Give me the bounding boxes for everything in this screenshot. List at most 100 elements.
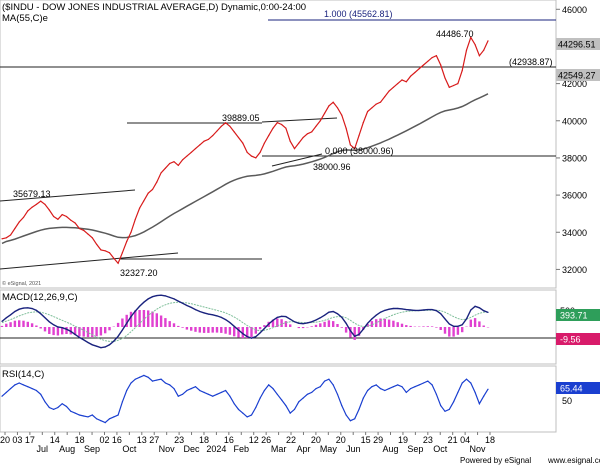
x-tick-label: 20: [336, 435, 346, 445]
rsi-point: [44, 401, 46, 403]
macd-point: [182, 302, 184, 304]
macd-line: [1, 294, 489, 349]
price-point: [410, 75, 412, 77]
price-point: [147, 192, 149, 194]
macd-point: [324, 314, 326, 316]
macd-histogram-bar: [86, 327, 90, 337]
macd-histogram-bar: [73, 327, 77, 336]
macd-histogram-bar: [0, 325, 4, 327]
macd-point: [199, 310, 201, 313]
macd-point: [35, 309, 38, 311]
rsi-point: [139, 376, 141, 378]
price-point: [169, 162, 171, 165]
x-tick-label: Nov: [470, 444, 487, 454]
price-line: [1, 35, 489, 265]
macd-point: [194, 309, 197, 311]
rsi-point: [22, 384, 25, 386]
price-point: [332, 101, 334, 103]
price-point: [362, 122, 364, 124]
rsi-point: [1, 395, 3, 397]
macd-point: [448, 323, 450, 325]
macd-point: [487, 311, 489, 313]
macd-point: [332, 310, 334, 313]
rsi-point: [263, 389, 265, 392]
rsi-point: [164, 382, 166, 384]
rsi-point: [190, 388, 192, 390]
price-point: [40, 200, 42, 202]
macd-histogram-bar: [30, 323, 34, 327]
macd-title: MACD(12,26,9,C): [2, 292, 78, 303]
x-tick-label: 21: [448, 435, 458, 445]
y-tick-label: 34000: [562, 228, 587, 238]
macd-histogram-bar: [65, 327, 68, 334]
macd-point: [328, 311, 330, 313]
macd-point: [147, 298, 149, 300]
rsi-point: [272, 388, 274, 390]
macd-histogram-bar: [39, 327, 42, 329]
price-point: [465, 49, 468, 51]
x-tick-label: Jul: [37, 444, 49, 454]
macd-histogram-bar: [448, 327, 451, 337]
annotation-39889: 39889.05: [222, 113, 260, 123]
rsi-point: [151, 380, 154, 382]
macd-histogram-bar: [61, 327, 64, 335]
rsi-point: [332, 384, 334, 386]
macd-value-tag: [556, 309, 600, 321]
macd-point: [14, 310, 16, 313]
macd-histogram-bar: [409, 325, 412, 327]
rsi-line: [1, 374, 489, 424]
macd-histogram-bar: [121, 318, 124, 327]
rsi-point: [18, 382, 20, 384]
price-point: [293, 148, 296, 150]
macd-point: [100, 347, 102, 349]
macd-point: [435, 310, 437, 312]
rsi-point: [212, 395, 214, 397]
macd-point: [40, 313, 42, 315]
rsi-point: [177, 395, 179, 397]
price-point: [354, 148, 356, 150]
macd-hist-tag: [556, 333, 600, 345]
footer-url: www.esignal.com: [547, 456, 600, 465]
macd-histogram-bar: [52, 327, 55, 336]
macd-point: [281, 315, 283, 317]
macd-histogram-bar: [48, 327, 51, 334]
macd-point: [1, 320, 3, 322]
price-point: [104, 250, 106, 252]
rsi-point: [70, 410, 72, 412]
price-point: [440, 64, 442, 66]
macd-histogram-bar: [370, 321, 374, 327]
macd-hist-tag-text: -9.56: [560, 335, 581, 345]
macd-point: [134, 310, 136, 312]
macd-point: [104, 346, 106, 348]
rsi-point: [362, 397, 364, 399]
price-point: [27, 210, 29, 212]
price-point: [237, 136, 240, 139]
macd-point: [207, 313, 209, 315]
price-point: [246, 151, 248, 153]
rsi-point: [27, 386, 29, 388]
price-point: [448, 86, 450, 88]
price-point: [203, 140, 205, 142]
macd-point: [48, 321, 50, 323]
macd-histogram-bar: [250, 327, 253, 337]
x-tick-label: 15: [361, 435, 371, 445]
macd-histogram-bar: [190, 327, 193, 331]
rsi-point: [345, 414, 347, 416]
macd-point: [276, 316, 278, 318]
price-point: [87, 233, 89, 235]
x-tick-label: Dec: [184, 444, 201, 454]
macd-point: [237, 329, 240, 331]
price-point: [83, 229, 85, 231]
x-tick-label: 20: [0, 435, 10, 445]
macd-point: [78, 336, 80, 338]
rsi-point: [57, 406, 59, 409]
rsi-point: [203, 391, 205, 393]
macd-point: [151, 296, 154, 298]
price-point: [470, 36, 472, 39]
macd-histogram-bar: [207, 327, 210, 333]
macd-histogram-bar: [26, 321, 29, 327]
y-tick-label: 36000: [562, 191, 587, 201]
macd-histogram-bar: [469, 319, 472, 327]
x-tick-label: Sep: [84, 444, 100, 454]
price-point: [194, 148, 197, 150]
